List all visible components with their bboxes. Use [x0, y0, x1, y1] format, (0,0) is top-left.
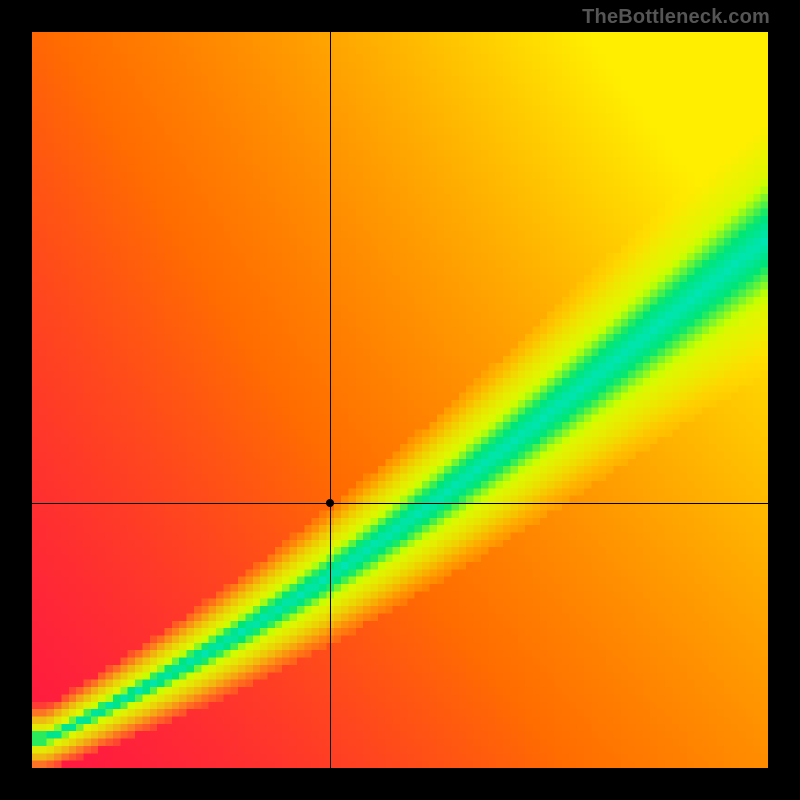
crosshair-horizontal [32, 503, 768, 504]
bottleneck-heatmap [32, 32, 768, 768]
chart-container: TheBottleneck.com [0, 0, 800, 800]
crosshair-marker [326, 499, 334, 507]
watermark-text: TheBottleneck.com [582, 6, 770, 29]
crosshair-vertical [330, 32, 331, 768]
